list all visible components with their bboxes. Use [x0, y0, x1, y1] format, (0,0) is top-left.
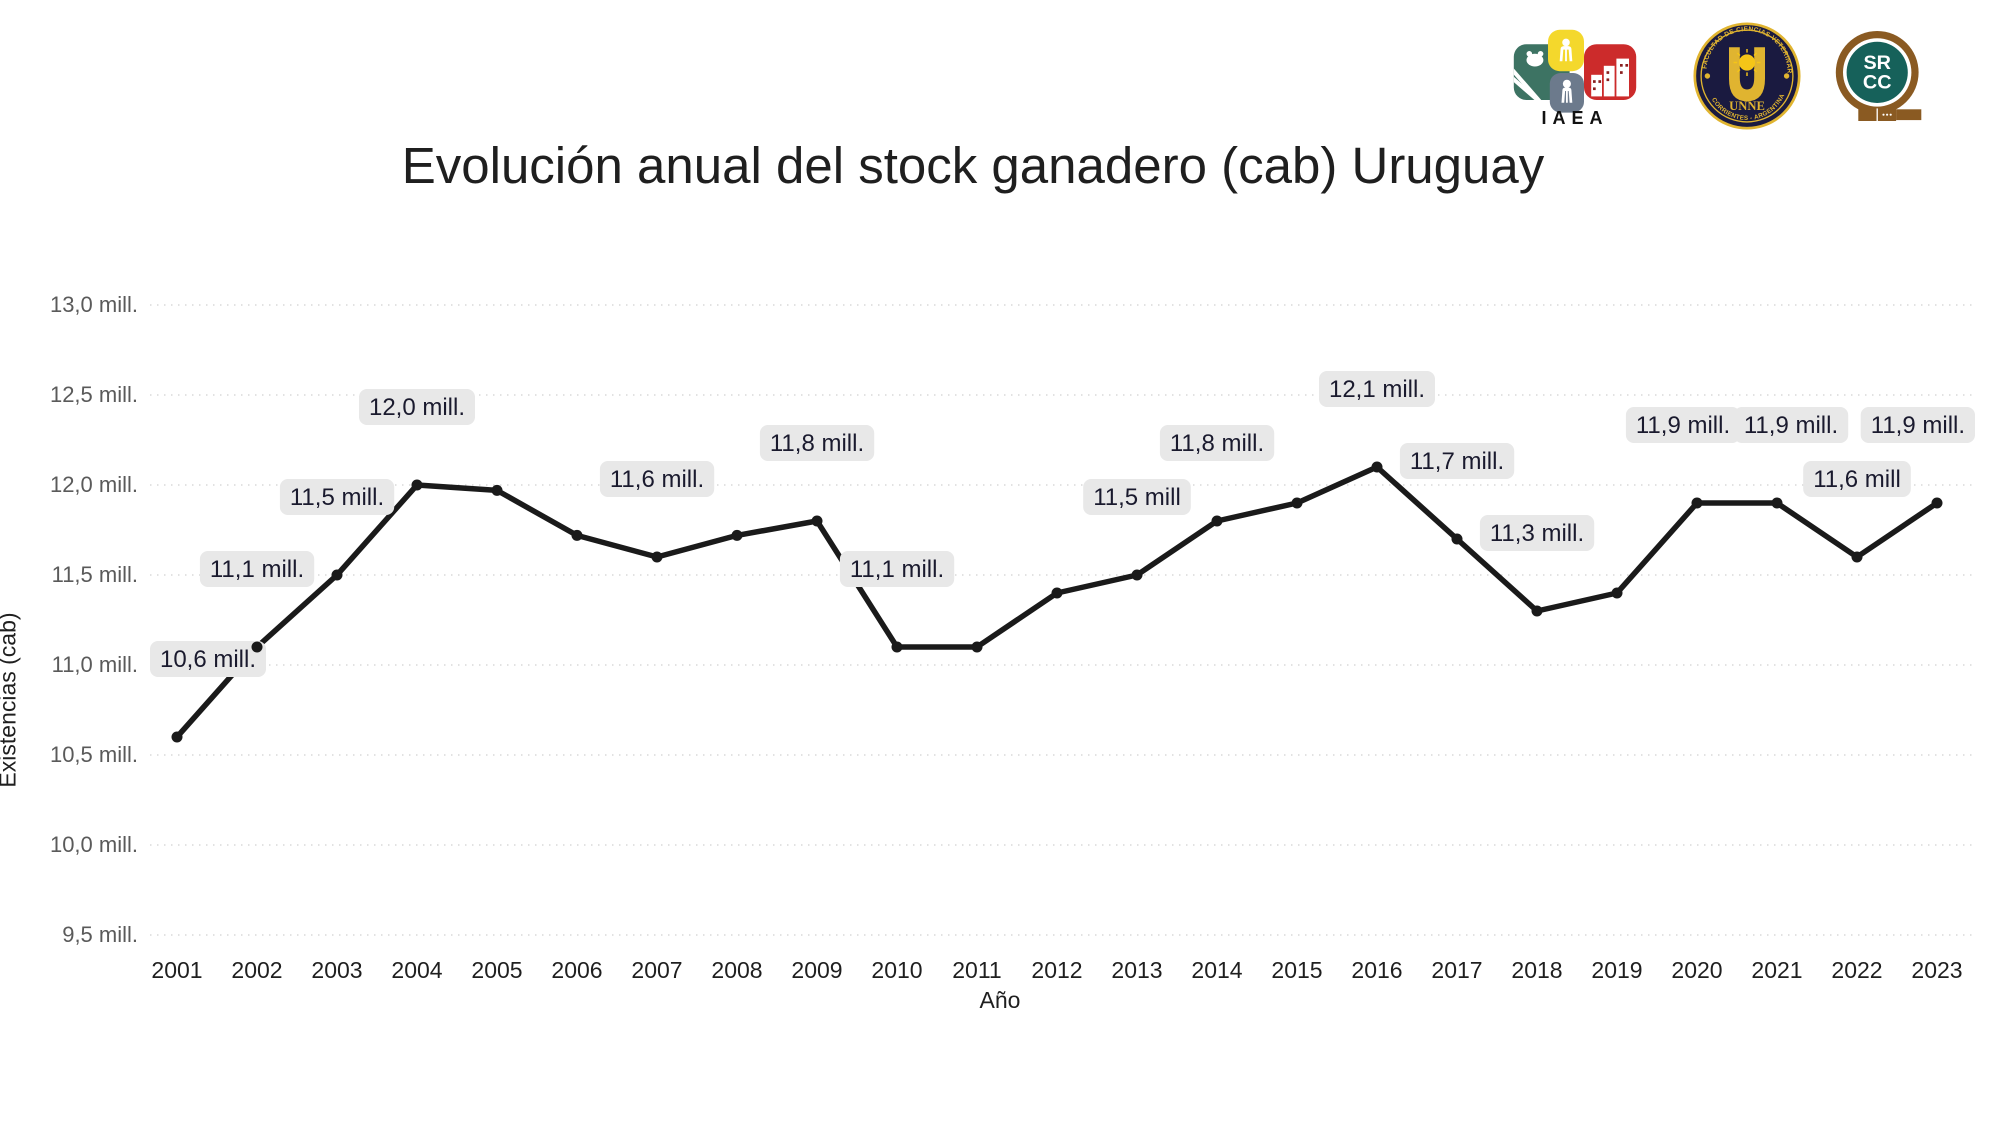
svg-text:11,9 mill.: 11,9 mill. [1744, 412, 1838, 439]
svg-text:11,8 mill.: 11,8 mill. [1170, 430, 1264, 457]
svg-text:2004: 2004 [391, 957, 442, 983]
svg-text:2017: 2017 [1431, 957, 1482, 983]
svg-text:11,1 mill.: 11,1 mill. [210, 556, 304, 583]
svg-text:2011: 2011 [952, 957, 1001, 983]
svg-text:2005: 2005 [471, 957, 522, 983]
svg-text:12,0 mill.: 12,0 mill. [50, 472, 138, 497]
svg-text:2001: 2001 [151, 957, 202, 983]
svg-text:10,5 mill.: 10,5 mill. [50, 742, 138, 767]
svg-text:11,7 mill.: 11,7 mill. [1410, 448, 1504, 475]
svg-text:11,5 mill: 11,5 mill [1093, 484, 1181, 511]
svg-text:2007: 2007 [631, 957, 682, 983]
svg-text:11,8 mill.: 11,8 mill. [770, 430, 864, 457]
svg-text:10,0 mill.: 10,0 mill. [50, 832, 138, 857]
svg-text:2009: 2009 [791, 957, 842, 983]
svg-text:2010: 2010 [871, 957, 922, 983]
svg-text:2020: 2020 [1671, 957, 1722, 983]
svg-text:2016: 2016 [1351, 957, 1402, 983]
svg-text:2012: 2012 [1031, 957, 1082, 983]
svg-text:2018: 2018 [1511, 957, 1562, 983]
svg-text:11,6 mill.: 11,6 mill. [610, 466, 704, 493]
svg-text:2015: 2015 [1271, 957, 1322, 983]
svg-text:12,5 mill.: 12,5 mill. [50, 382, 138, 407]
svg-text:11,0 mill.: 11,0 mill. [52, 652, 138, 677]
svg-text:2008: 2008 [711, 957, 762, 983]
svg-text:11,9 mill.: 11,9 mill. [1636, 412, 1730, 439]
svg-text:2002: 2002 [231, 957, 282, 983]
svg-text:11,1 mill.: 11,1 mill. [850, 556, 944, 583]
svg-text:11,5 mill.: 11,5 mill. [290, 484, 384, 511]
svg-text:13,0 mill.: 13,0 mill. [50, 292, 138, 317]
svg-text:11,9 mill.: 11,9 mill. [1871, 412, 1965, 439]
svg-text:11,5 mill.: 11,5 mill. [52, 562, 138, 587]
svg-text:2013: 2013 [1111, 957, 1162, 983]
svg-text:2003: 2003 [311, 957, 362, 983]
svg-text:11,6 mill: 11,6 mill [1813, 466, 1901, 493]
svg-text:2019: 2019 [1591, 957, 1642, 983]
svg-text:2021: 2021 [1751, 957, 1802, 983]
svg-text:10,6 mill.: 10,6 mill. [160, 646, 256, 673]
svg-text:9,5 mill.: 9,5 mill. [62, 922, 138, 947]
svg-text:12,0 mill.: 12,0 mill. [369, 394, 465, 421]
svg-text:2022: 2022 [1831, 957, 1882, 983]
svg-text:12,1 mill.: 12,1 mill. [1329, 376, 1425, 403]
svg-text:2006: 2006 [551, 957, 602, 983]
svg-text:11,3 mill.: 11,3 mill. [1490, 520, 1584, 547]
svg-text:2014: 2014 [1191, 957, 1242, 983]
svg-text:2023: 2023 [1911, 957, 1962, 983]
